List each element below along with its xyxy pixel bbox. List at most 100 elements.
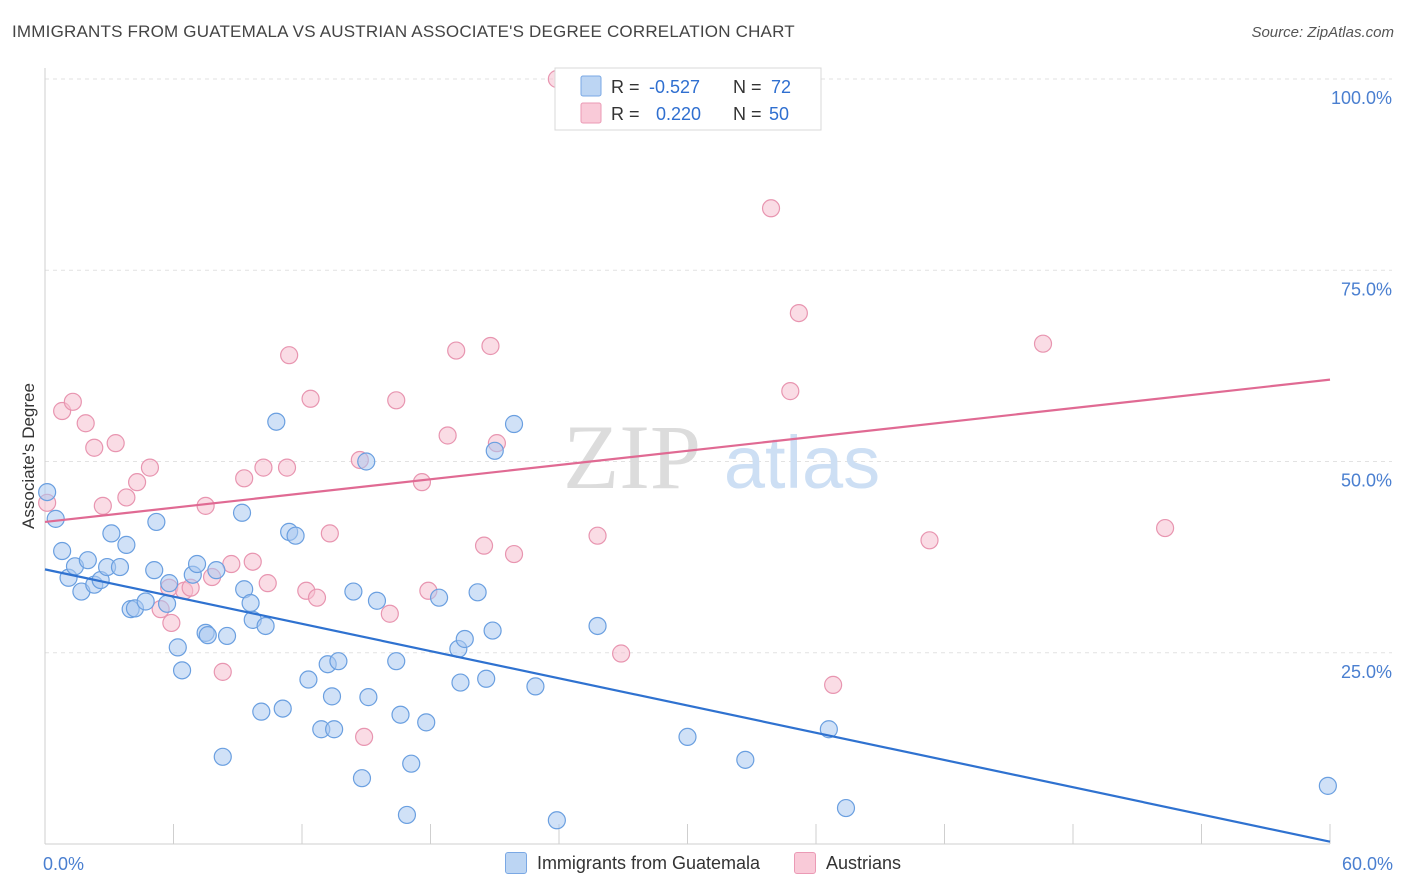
austrians-point (320, 524, 339, 543)
austrians-point (76, 414, 95, 433)
austrians-point (140, 458, 160, 477)
guatemala-point (241, 593, 260, 613)
guatemala-point (357, 452, 376, 471)
y-tick-label: 50.0% (1341, 471, 1392, 491)
stats-r-value-1: -0.527 (649, 77, 700, 97)
legend-item-guatemala[interactable]: Immigrants from Guatemala (504, 852, 760, 874)
austrians-point (824, 675, 843, 694)
guatemala-point (836, 798, 856, 818)
stats-r-label-2: R = (611, 104, 640, 124)
guatemala-point (53, 541, 72, 561)
austrians-point (106, 434, 125, 453)
y-tick-label: 75.0% (1341, 279, 1392, 299)
guatemala-point (736, 750, 755, 769)
x-tick-label: 60.0% (1342, 854, 1393, 874)
austrians-point (213, 662, 232, 681)
austrians-point (127, 473, 147, 492)
watermark: ZIP atlas (563, 406, 880, 508)
guatemala-point (299, 670, 318, 689)
stats-swatch-blue (580, 75, 602, 97)
stats-legend: R = -0.527 N = 72 R = 0.220 N = 50 (554, 67, 822, 131)
guatemala-point (678, 727, 697, 747)
guatemala-point (547, 811, 566, 830)
austrians-point (412, 473, 432, 492)
guatemala-point (198, 626, 217, 645)
guatemala-point (256, 616, 275, 636)
stats-swatch-pink (580, 102, 602, 124)
chart-title: IMMIGRANTS FROM GUATEMALA VS AUSTRIAN AS… (12, 22, 795, 41)
guatemala-point (217, 626, 237, 646)
guatemala-point (78, 551, 97, 570)
stats-n-label-2: N = (733, 104, 762, 124)
guatemala-point (588, 616, 607, 636)
legend-item-austrians[interactable]: Austrians (794, 852, 901, 874)
austrians-point (301, 389, 320, 408)
guatemala-point (117, 535, 136, 554)
guatemala-point (468, 583, 487, 602)
guatemala-point (46, 509, 65, 528)
guatemala-point (329, 652, 348, 671)
source-label: Source: ZipAtlas.com (1251, 24, 1394, 41)
austrians-point (277, 458, 297, 477)
legend-swatch-guatemala (504, 852, 527, 874)
austrians-point (63, 392, 82, 411)
trend-lines (44, 378, 1331, 843)
austrians-point (280, 346, 299, 365)
guatemala-point (387, 652, 406, 671)
austrians-point (920, 531, 939, 550)
stats-r-label-1: R = (611, 77, 640, 97)
y-tick-label: 25.0% (1341, 662, 1392, 682)
austrians-point (588, 526, 607, 545)
guatemala-trend-line (44, 568, 1331, 843)
guatemala-point (359, 688, 378, 707)
guatemala-point (325, 720, 344, 739)
austrians-trend-line (44, 378, 1331, 524)
guatemala-point (477, 669, 496, 688)
austrians-point (1033, 334, 1053, 353)
austrians-point (162, 613, 181, 633)
austrians-point (761, 199, 781, 218)
guatemala-point (232, 503, 252, 522)
guatemala-point (485, 441, 504, 460)
stats-n-label-1: N = (733, 77, 762, 97)
bottom-legend: Immigrants from Guatemala Austrians (0, 852, 1406, 874)
guatemala-point (187, 554, 207, 574)
austrians-point (447, 341, 466, 360)
austrians-point (258, 574, 277, 593)
tick-labels: 25.0% 50.0% 75.0% 100.0% 0.0% 60.0% (43, 88, 1393, 874)
guatemala-point (526, 677, 545, 696)
guatemala-point (504, 414, 524, 434)
austrians-point (781, 382, 800, 401)
austrians-point (1155, 518, 1175, 538)
austrians-point (254, 458, 273, 477)
guatemala-point (110, 557, 130, 577)
legend-swatch-austrians (794, 852, 817, 874)
austrians-point (474, 536, 494, 555)
guatemala-point (451, 673, 470, 692)
guatemala-point (207, 561, 226, 580)
austrians-point (387, 391, 406, 410)
guatemala-point (273, 699, 292, 718)
guatemala-point (352, 769, 372, 788)
axes (44, 68, 1331, 845)
guatemala-point (429, 588, 449, 607)
guatemala-point (417, 713, 436, 732)
austrians-point (481, 336, 500, 356)
guatemala-point (344, 582, 363, 601)
watermark-atlas: atlas (724, 421, 880, 504)
austrians-point (235, 469, 254, 488)
y-tick-label: 100.0% (1331, 88, 1392, 108)
stats-n-value-2: 50 (769, 104, 789, 124)
guatemala-point (402, 754, 421, 773)
guatemala-point (483, 621, 502, 640)
guatemala-point (160, 574, 179, 593)
legend-label-austrians: Austrians (826, 852, 902, 873)
guatemala-point (267, 412, 286, 431)
austrians-point (612, 644, 631, 663)
austrians-point (789, 303, 808, 323)
austrians-point (355, 727, 374, 747)
stats-n-value-1: 72 (771, 77, 791, 97)
guatemala-point (145, 561, 164, 580)
guatemala-point (286, 526, 305, 545)
